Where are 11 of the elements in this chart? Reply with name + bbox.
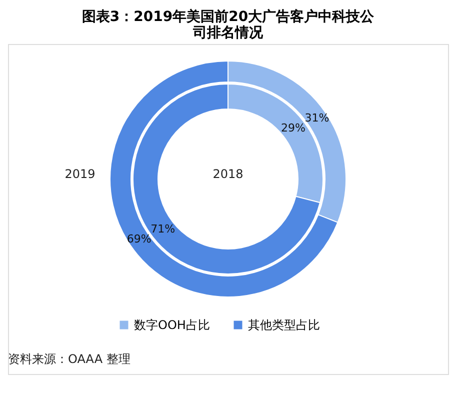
legend-label: 其他类型占比 bbox=[248, 318, 320, 332]
slice-label: 2019 bbox=[64, 167, 96, 181]
legend-label: 数字OOH占比 bbox=[134, 318, 210, 332]
text: 资料来源：OAAA 整理 bbox=[8, 352, 130, 366]
slice-label: 2018 bbox=[212, 167, 244, 181]
data-label: 69% bbox=[126, 232, 152, 246]
data-label: 71% bbox=[150, 222, 176, 236]
text: 图表3：2019年美国前20大广告客户中科技公 bbox=[82, 9, 374, 25]
data-label: 31% bbox=[304, 112, 330, 125]
data-label: 29% bbox=[280, 121, 306, 134]
text: 司排名情况 bbox=[193, 25, 263, 41]
